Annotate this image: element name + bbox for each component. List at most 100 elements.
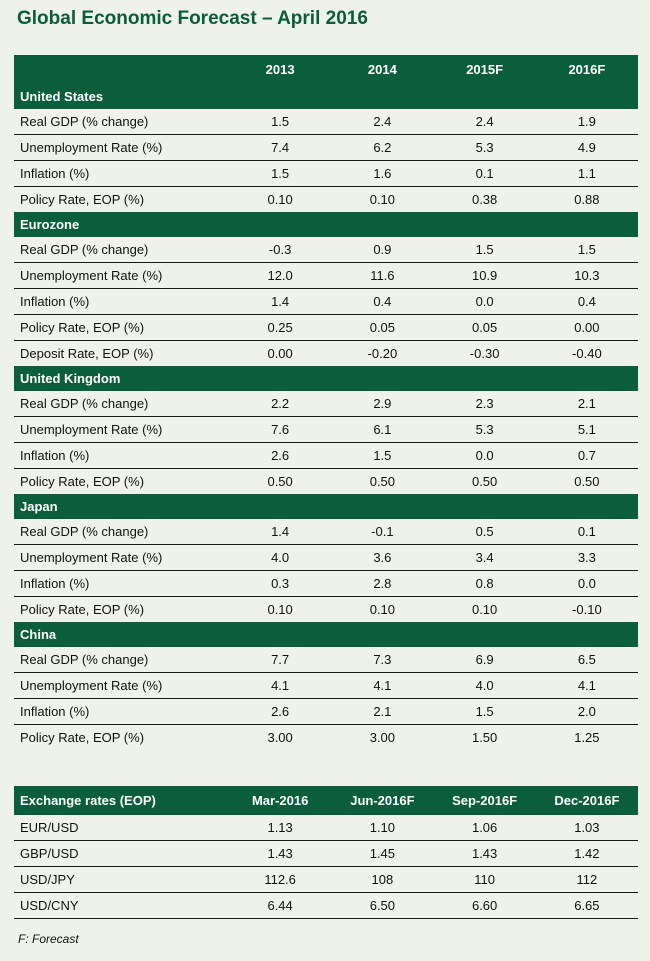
cell-value: 6.44 xyxy=(229,892,332,919)
row-label: Policy Rate, EOP (%) xyxy=(20,474,145,489)
section-header-row: United Kingdom xyxy=(14,366,638,391)
cell-value: 1.4 xyxy=(229,288,332,315)
cell-value: 12.0 xyxy=(229,262,332,289)
row-label: Real GDP (% change) xyxy=(14,391,229,417)
cell-value: 7.3 xyxy=(331,647,434,673)
footnote: F: Forecast xyxy=(18,932,79,946)
row-label: Policy Rate, EOP (%) xyxy=(20,730,145,745)
row-label: Deposit Rate, EOP (%) xyxy=(20,346,154,361)
cell-value: 6.65 xyxy=(535,892,638,919)
table-row: Unemployment Rate (%) 7.4 6.2 5.3 4.9 xyxy=(14,134,638,161)
cell-value: 0.5 xyxy=(433,519,536,545)
cell-value: 10.9 xyxy=(433,262,536,289)
row-label: Inflation (%) xyxy=(14,160,229,187)
table-row: Inflation (%) 1.5 1.6 0.1 1.1 xyxy=(14,160,638,187)
column-header-row: 2013 2014 2015F 2016F xyxy=(14,55,638,84)
cell-value: 1.4 xyxy=(229,519,332,545)
cell-value: 0.50 xyxy=(369,474,396,489)
row-label: Unemployment Rate (%) xyxy=(14,134,229,161)
forecast-table: 2013 2014 2015F 2016F United States Real GDP … xyxy=(14,55,638,750)
cell-value: 1.5 xyxy=(229,109,332,135)
cell-value: 4.9 xyxy=(535,134,638,161)
cell-value: 4.0 xyxy=(433,672,536,699)
cell-value: 0.4 xyxy=(535,288,638,315)
cell-value: 1.50 xyxy=(471,730,498,745)
row-label: Unemployment Rate (%) xyxy=(14,544,229,571)
cell-value: 0.4 xyxy=(331,288,434,315)
cell-value: 1.10 xyxy=(331,815,434,841)
section-title: China xyxy=(14,622,638,647)
cell-value: 0.10 xyxy=(369,602,396,617)
cell-value: 0.0 xyxy=(433,288,536,315)
cell-value: 3.00 xyxy=(369,730,396,745)
section-header-row: China xyxy=(14,622,638,647)
cell-value: 0.10 xyxy=(369,192,396,207)
row-label: Policy Rate, EOP (%) xyxy=(14,314,229,341)
cell-value: 5.3 xyxy=(433,134,536,161)
cell-value: 10.3 xyxy=(535,262,638,289)
table-row: Real GDP (% change) 1.5 2.4 2.4 1.9 xyxy=(14,109,638,135)
row-label: Policy Rate, EOP (%) xyxy=(20,602,145,617)
row-label: Real GDP (% change) xyxy=(14,519,229,545)
row-label: Policy Rate, EOP (%) xyxy=(20,192,145,207)
cell-value: 3.4 xyxy=(433,544,536,571)
cell-value: 1.5 xyxy=(331,442,434,469)
section-title: United Kingdom xyxy=(14,366,638,391)
cell-value: 0.3 xyxy=(229,570,332,597)
cell-value: 4.0 xyxy=(229,544,332,571)
section-title: Eurozone xyxy=(14,212,638,237)
table-row: Policy Rate, EOP (%) 0.50 0.50 0.50 0.50 xyxy=(14,469,638,495)
column-header: Dec-2016F xyxy=(535,786,638,815)
cell-value: 112.6 xyxy=(229,866,332,893)
table-row: Unemployment Rate (%) 4.1 4.1 4.0 4.1 xyxy=(14,672,638,699)
table-row: Real GDP (% change) -0.3 0.9 1.5 1.5 xyxy=(14,237,638,263)
cell-value: 2.6 xyxy=(229,442,332,469)
cell-value: 0.1 xyxy=(433,160,536,187)
cell-value: 2.3 xyxy=(433,391,536,417)
column-header: 2014 xyxy=(331,55,434,84)
cell-value: 6.1 xyxy=(331,416,434,443)
cell-value: 5.3 xyxy=(433,416,536,443)
cell-value: 0.05 xyxy=(331,314,434,341)
cell-value: 0.50 xyxy=(574,474,600,489)
cell-value: 0.50 xyxy=(471,474,498,489)
row-label: Inflation (%) xyxy=(14,570,229,597)
cell-value: 3.6 xyxy=(331,544,434,571)
cell-value: 1.9 xyxy=(535,109,638,135)
table-row: Unemployment Rate (%) 12.0 11.6 10.9 10.3 xyxy=(14,262,638,289)
cell-value: 1.03 xyxy=(535,815,638,841)
cell-value: 0.88 xyxy=(574,192,600,207)
column-header: Exchange rates (EOP) xyxy=(14,786,229,815)
cell-value: 2.1 xyxy=(535,391,638,417)
row-label: Real GDP (% change) xyxy=(14,237,229,263)
cell-value: 0.7 xyxy=(535,442,638,469)
column-header: 2016F xyxy=(535,55,638,84)
cell-value: 6.5 xyxy=(535,647,638,673)
column-header: 2013 xyxy=(229,55,332,84)
cell-value: 0.50 xyxy=(267,474,293,489)
table-row: Real GDP (% change) 2.2 2.9 2.3 2.1 xyxy=(14,391,638,417)
table-row: GBP/USD 1.43 1.45 1.43 1.42 xyxy=(14,840,638,867)
cell-value: 1.5 xyxy=(433,698,536,725)
cell-value: 0.00 xyxy=(535,314,638,341)
cell-value: -0.10 xyxy=(572,602,602,617)
cell-value: 6.50 xyxy=(331,892,434,919)
cell-value: 5.1 xyxy=(535,416,638,443)
row-label: EUR/USD xyxy=(14,815,229,841)
cell-value: 1.25 xyxy=(574,730,600,745)
cell-value: -0.30 xyxy=(469,346,500,361)
section-header-row: Japan xyxy=(14,494,638,519)
row-label: Inflation (%) xyxy=(14,288,229,315)
cell-value: 1.6 xyxy=(331,160,434,187)
cell-value: -0.1 xyxy=(331,519,434,545)
cell-value: 4.1 xyxy=(535,672,638,699)
row-label: GBP/USD xyxy=(14,840,229,867)
cell-value: 1.1 xyxy=(535,160,638,187)
column-header-blank xyxy=(14,55,229,84)
table-row: Unemployment Rate (%) 4.0 3.6 3.4 3.3 xyxy=(14,544,638,571)
cell-value: 2.8 xyxy=(331,570,434,597)
table-row: EUR/USD 1.13 1.10 1.06 1.03 xyxy=(14,815,638,841)
cell-value: -0.40 xyxy=(572,346,602,361)
cell-value: 0.38 xyxy=(471,192,498,207)
